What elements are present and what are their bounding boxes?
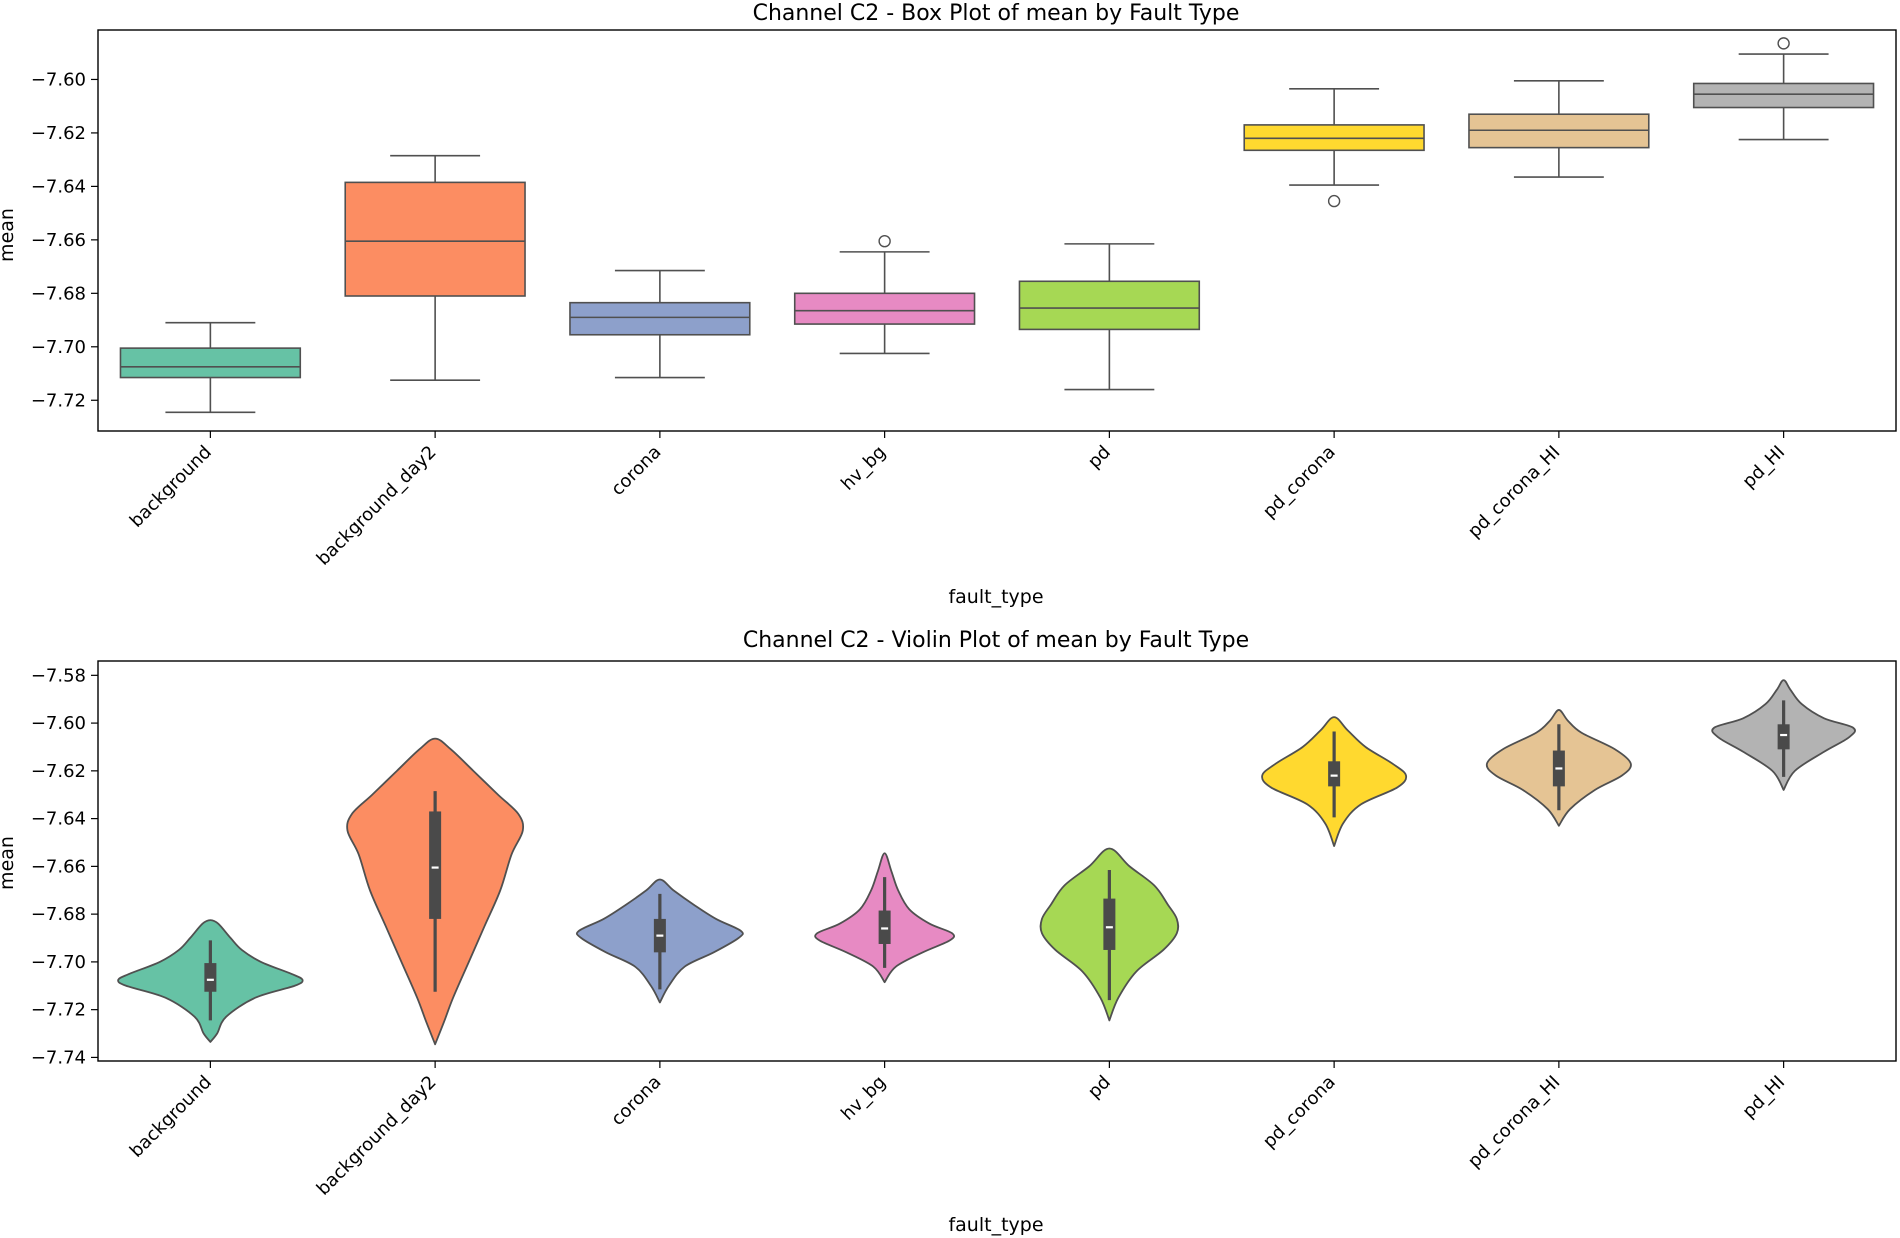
box-body [344, 181, 526, 297]
box-plot-xlabel: fault_type [948, 586, 1043, 608]
violin-plot-xlabel: fault_type [948, 1214, 1043, 1236]
box-body [793, 292, 976, 325]
violin-plot-ylabel: mean [0, 836, 18, 890]
box-plot-title: Channel C2 - Box Plot of mean by Fault T… [753, 1, 1240, 26]
box-ytick-label: −7.60 [31, 69, 86, 90]
box-body [1018, 280, 1201, 331]
box-plot-y-ticks: −7.72 −7.70 −7.68 −7.66 −7.64 −7.62 −7.60 [31, 69, 98, 411]
violin-plot-marks [117, 679, 1856, 1046]
violin-iqr-box [878, 910, 891, 944]
violin-iqr-box [204, 963, 217, 992]
box-plot-frame [97, 29, 1897, 432]
violin-ytick-label: −7.64 [31, 809, 86, 830]
violin-ytick-label: −7.72 [31, 1000, 86, 1021]
violin-iqr-box [1103, 898, 1116, 950]
violin-plot-y-ticks: −7.74 −7.72 −7.70 −7.68 −7.66 −7.64 −7.62 −7.60… [31, 665, 98, 1068]
violin-ytick-label: −7.68 [31, 904, 86, 925]
box-body [1692, 82, 1875, 109]
violin-iqr-box [429, 811, 442, 919]
violin-plot-frame [97, 660, 1897, 1062]
box-plot-ylabel: mean [0, 208, 18, 262]
box-body [569, 301, 751, 336]
violin-ytick-label: −7.66 [31, 856, 86, 877]
violin-iqr-box [1328, 761, 1341, 787]
violin-iqr-box [1777, 724, 1790, 750]
box-ytick-label: −7.64 [31, 176, 86, 197]
violin-ytick-label: −7.60 [31, 713, 86, 734]
violin-ytick-label: −7.58 [31, 665, 86, 686]
box-ytick-label: −7.70 [31, 337, 86, 358]
box-ytick-label: −7.66 [31, 230, 86, 251]
box-outlier [878, 234, 891, 248]
box-ytick-label: −7.68 [31, 283, 86, 304]
box-ytick-label: −7.72 [31, 390, 86, 411]
box-outlier [1327, 194, 1341, 208]
box-ytick-label: −7.62 [31, 123, 86, 144]
violin-ytick-label: −7.62 [31, 761, 86, 782]
box-plot-marks [119, 37, 1875, 414]
box-body [119, 347, 302, 379]
box-outlier [1777, 37, 1790, 50]
violin-ytick-label: −7.74 [31, 1047, 86, 1068]
violin-ytick-label: −7.70 [31, 952, 86, 973]
violin-plot-title: Channel C2 - Violin Plot of mean by Faul… [743, 628, 1249, 653]
